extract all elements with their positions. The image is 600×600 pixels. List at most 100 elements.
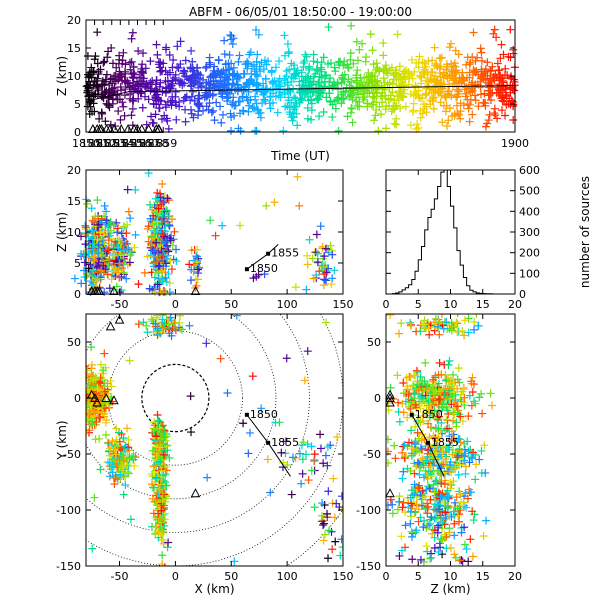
source-point: [408, 555, 417, 564]
source-point: [337, 492, 343, 501]
track-label: 1855: [271, 436, 299, 449]
source-point: [395, 551, 404, 560]
source-point: [454, 434, 463, 443]
source-point: [316, 88, 325, 97]
source-point: [123, 454, 132, 463]
source-point: [453, 504, 462, 513]
source-point: [329, 83, 338, 92]
source-point: [456, 314, 459, 317]
source-point: [103, 270, 112, 279]
x-tick-label: 1853: [98, 137, 126, 150]
source-point: [155, 485, 164, 494]
source-point: [168, 215, 177, 224]
source-point: [510, 77, 519, 86]
source-point: [228, 69, 237, 78]
source-point: [381, 61, 390, 70]
source-point: [163, 241, 172, 250]
source-point: [225, 51, 234, 60]
source-point: [147, 80, 156, 89]
source-point: [119, 434, 128, 443]
y-tick-label: -100: [56, 504, 81, 517]
source-point: [163, 314, 165, 316]
source-point: [152, 96, 161, 105]
y-tick-label: 50: [367, 336, 381, 349]
source-point: [83, 86, 92, 95]
source-point: [101, 117, 110, 126]
source-point: [457, 528, 466, 537]
source-point: [406, 404, 415, 413]
source-point: [481, 67, 490, 76]
source-point: [429, 104, 438, 113]
source-point: [117, 229, 126, 238]
source-point: [147, 315, 156, 324]
source-point: [430, 61, 439, 70]
source-point: [449, 416, 458, 425]
x-tick-label: 10: [444, 298, 458, 311]
source-point: [151, 110, 160, 119]
source-point: [265, 99, 274, 108]
source-point: [297, 68, 306, 77]
range-ring: [86, 314, 310, 533]
source-point: [117, 429, 126, 438]
source-point: [430, 43, 439, 52]
source-point: [480, 89, 489, 98]
source-point: [261, 97, 270, 106]
source-point: [331, 67, 340, 76]
source-point: [420, 59, 429, 68]
source-point: [450, 550, 459, 559]
source-point: [130, 243, 139, 252]
source-point: [413, 428, 422, 437]
source-point: [441, 107, 450, 116]
source-point: [106, 75, 115, 84]
source-point: [80, 251, 89, 260]
source-point: [199, 106, 208, 115]
source-point: [502, 100, 511, 109]
range-rings: [86, 314, 343, 566]
source-point: [435, 54, 444, 63]
source-point: [410, 371, 419, 380]
x-tick-label: 1851: [81, 137, 109, 150]
y-tick-label: 400: [519, 205, 540, 218]
source-point: [87, 204, 96, 213]
source-point: [319, 521, 328, 530]
source-point: [164, 563, 166, 566]
source-point: [228, 80, 237, 89]
source-point: [156, 78, 165, 87]
track-point: [244, 267, 249, 272]
source-point: [187, 46, 196, 55]
x-tick-label: 100: [277, 298, 298, 311]
source-point: [186, 74, 195, 83]
source-point: [139, 49, 148, 58]
source-point: [161, 66, 170, 75]
source-point: [441, 508, 450, 517]
source-point: [348, 118, 357, 127]
source-point: [456, 107, 465, 116]
source-point: [429, 93, 438, 102]
source-point: [438, 449, 447, 458]
source-point: [149, 462, 158, 471]
source-point: [283, 461, 292, 470]
source-point: [119, 102, 128, 111]
source-point: [455, 460, 464, 469]
source-point: [447, 468, 456, 477]
source-point: [416, 113, 425, 122]
source-point: [452, 402, 461, 411]
source-point: [457, 498, 466, 507]
x-axis-label: X (km): [194, 582, 234, 596]
source-point: [164, 538, 173, 547]
source-point: [150, 227, 159, 236]
source-point: [324, 487, 333, 496]
source-point: [420, 399, 429, 408]
source-point: [140, 81, 149, 90]
source-point: [162, 206, 171, 215]
station-marker: [114, 314, 125, 324]
source-point: [406, 373, 415, 382]
source-point: [361, 57, 370, 66]
source-point: [138, 103, 147, 112]
source-point: [408, 381, 417, 390]
source-point: [134, 86, 143, 95]
source-point: [485, 110, 494, 119]
source-point: [321, 530, 330, 539]
source-point: [115, 235, 124, 244]
source-point: [316, 430, 325, 439]
